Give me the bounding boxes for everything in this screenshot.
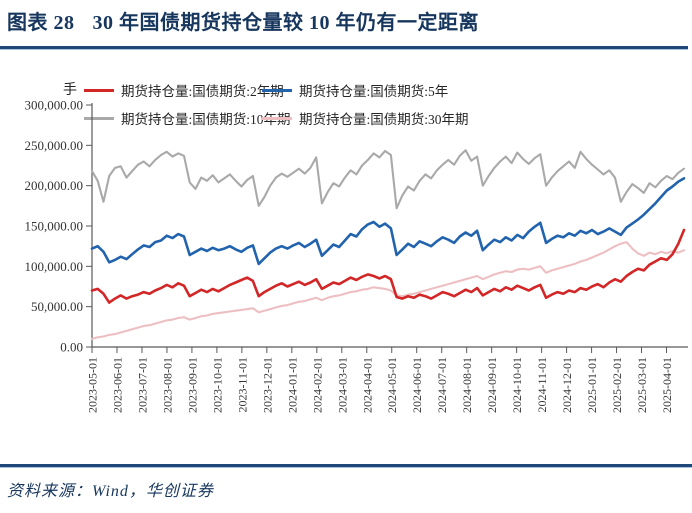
svg-text:2024-05-01: 2024-05-01 (385, 357, 399, 413)
title-divider (0, 46, 688, 50)
data-source-note: 资料来源：Wind，华创证券 (7, 483, 214, 500)
svg-text:2024-09-01: 2024-09-01 (485, 357, 499, 413)
legend-item-30y: 期货持仓量:国债期货:30年期 (262, 108, 469, 128)
series-line-3 (90, 241, 686, 340)
svg-text:150,000.00: 150,000.00 (25, 219, 84, 234)
svg-text:2023-12-01: 2023-12-01 (260, 357, 274, 413)
svg-text:2025-03-01: 2025-03-01 (635, 357, 649, 413)
svg-text:200,000.00: 200,000.00 (25, 178, 84, 193)
svg-text:50,000.00: 50,000.00 (31, 299, 83, 314)
svg-text:2023-06-01: 2023-06-01 (110, 357, 124, 413)
footer-divider (0, 464, 692, 468)
legend-row-2: 期货持仓量:国债期货:10年期 期货持仓量:国债期货:30年期 (84, 108, 469, 128)
svg-text:2024-11-01: 2024-11-01 (535, 357, 549, 413)
svg-text:2023-10-01: 2023-10-01 (210, 357, 224, 413)
series-line-2 (90, 149, 686, 210)
legend-label-2y: 期货持仓量:国债期货:2年期 (121, 84, 284, 99)
series-line-1 (90, 177, 686, 266)
svg-text:2023-11-01: 2023-11-01 (235, 357, 249, 413)
svg-text:2025-01-01: 2025-01-01 (585, 357, 599, 413)
svg-text:2024-03-01: 2024-03-01 (335, 357, 349, 413)
svg-text:250,000.00: 250,000.00 (25, 138, 84, 153)
legend-item-5y: 期货持仓量:国债期货:5年 (262, 80, 448, 100)
svg-text:300,000.00: 300,000.00 (25, 98, 84, 113)
svg-text:2023-08-01: 2023-08-01 (160, 357, 174, 413)
svg-text:2025-04-01: 2025-04-01 (660, 357, 674, 413)
legend-swatch-red (84, 88, 114, 92)
svg-text:2024-07-01: 2024-07-01 (435, 357, 449, 413)
page-title: 图表 28 30 年国债期货持仓量较 10 年仍有一定距离 (7, 6, 479, 35)
svg-text:2024-04-01: 2024-04-01 (360, 357, 374, 413)
svg-text:2025-02-01: 2025-02-01 (610, 357, 624, 413)
svg-text:2024-08-01: 2024-08-01 (460, 357, 474, 413)
series-line-0 (90, 228, 686, 304)
legend-row-1: 期货持仓量:国债期货:2年期 期货持仓量:国债期货:5年 (84, 80, 448, 100)
figure-title-text: 30 年国债期货持仓量较 10 年仍有一定距离 (92, 12, 479, 34)
svg-text:0.00: 0.00 (60, 340, 83, 355)
legend-label-30y: 期货持仓量:国债期货:30年期 (299, 112, 469, 127)
svg-text:2023-09-01: 2023-09-01 (185, 357, 199, 413)
line-chart: 0.00 50,000.00 100,000.00 150,000.00 200,000… (25, 98, 688, 413)
svg-text:2024-10-01: 2024-10-01 (510, 357, 524, 413)
svg-text:2024-06-01: 2024-06-01 (410, 357, 424, 413)
svg-text:2023-07-01: 2023-07-01 (135, 357, 149, 413)
legend-item-2y: 期货持仓量:国债期货:2年期 (84, 80, 284, 100)
svg-text:2024-02-01: 2024-02-01 (310, 357, 324, 413)
legend-label-10y: 期货持仓量:国债期货:10年期 (121, 112, 291, 127)
legend-swatch-blue (262, 88, 292, 92)
svg-text:2023-05-01: 2023-05-01 (86, 357, 100, 413)
svg-text:2024-12-01: 2024-12-01 (560, 357, 574, 413)
svg-text:100,000.00: 100,000.00 (25, 259, 84, 274)
y-axis-unit-label: 手 (63, 83, 77, 98)
legend-label-5y: 期货持仓量:国债期货:5年 (299, 84, 449, 99)
legend-item-10y: 期货持仓量:国债期货:10年期 (84, 108, 291, 128)
legend-swatch-pink (262, 116, 292, 120)
legend-swatch-gray (84, 116, 114, 120)
figure-number: 图表 28 (7, 12, 75, 34)
svg-text:2024-01-01: 2024-01-01 (285, 357, 299, 413)
